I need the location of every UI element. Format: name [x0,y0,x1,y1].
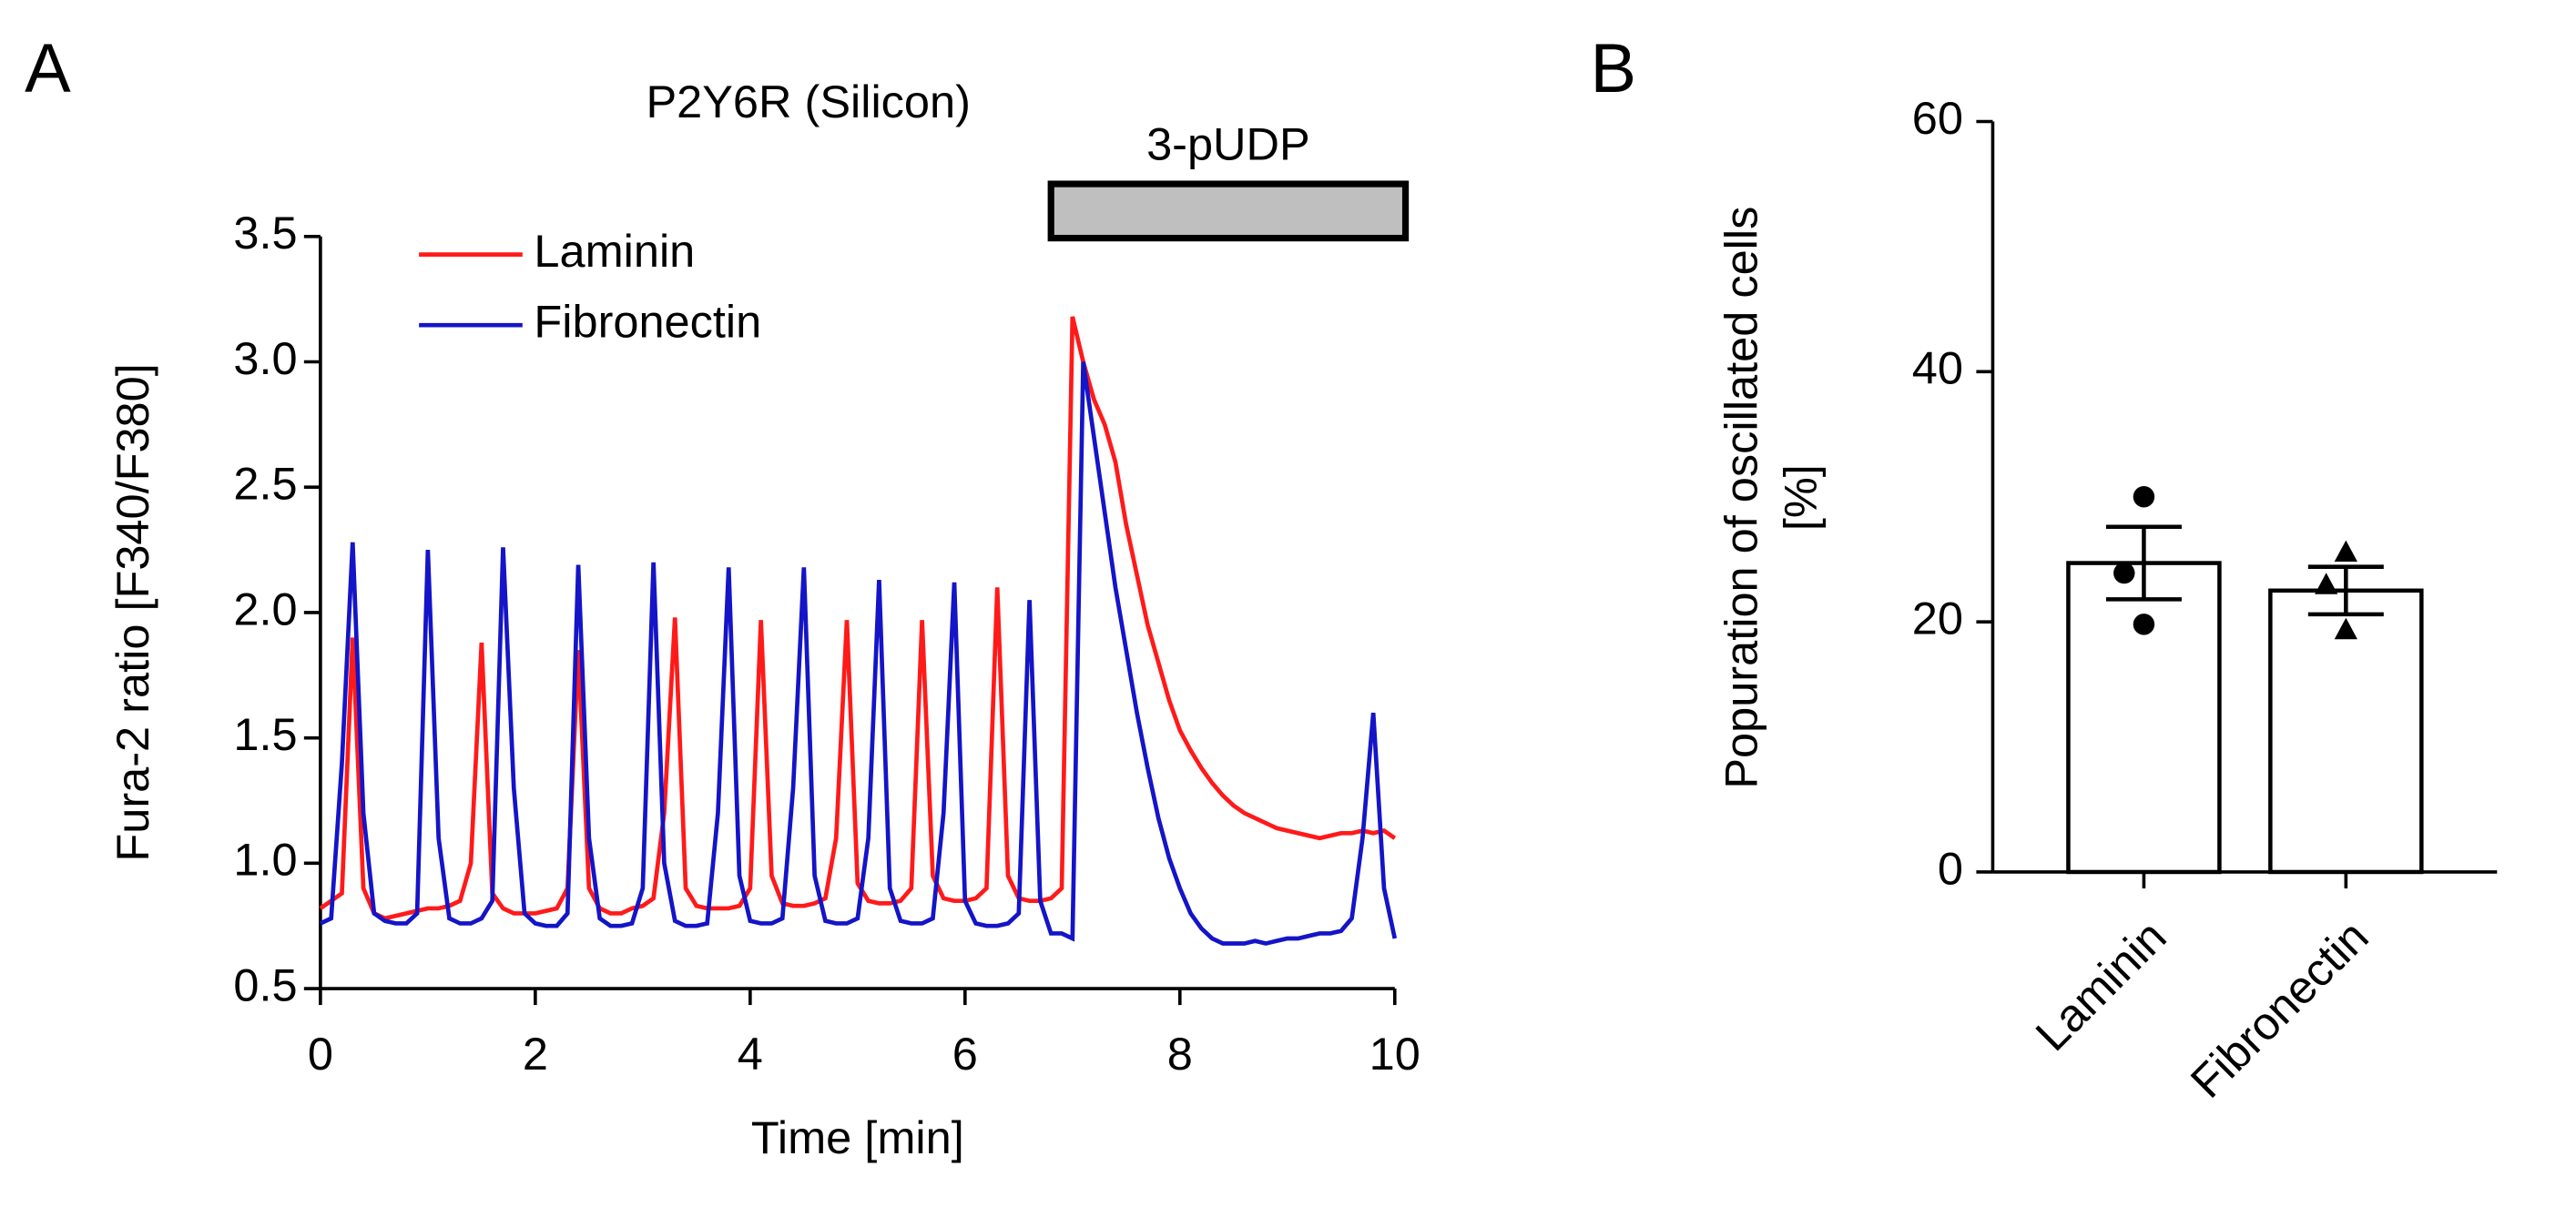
data-point [2113,562,2135,584]
data-point [2334,617,2357,640]
x-tick-label: 6 [952,1028,978,1080]
y-tick-label: 0.5 [233,958,297,1010]
legend-label: Laminin [534,225,695,277]
stimulus-bar [1047,180,1410,242]
line-series [319,361,1398,946]
data-point [2334,540,2357,563]
y-axis-label: Fura-2 ratio [F340/F380] [107,363,158,861]
y-axis-label: Popuration of oscillated cells [1715,207,1767,789]
y-tick-label: 40 [1912,342,1963,394]
x-tick-label: Laminin [2025,910,2175,1060]
x-axis-label: Time [min] [751,1111,964,1163]
x-tick-label: 8 [1167,1028,1193,1080]
stimulus-label: 3-pUDP [1146,118,1310,170]
y-tick-label: 1.5 [233,708,297,760]
line-series [319,316,1397,921]
x-tick-label: 2 [523,1028,548,1080]
x-tick-label: Fibronectin [2181,910,2378,1108]
y-tick-label: 0 [1938,842,1963,894]
panel-label: B [1590,30,1636,107]
y-tick-label: 3.0 [233,332,297,384]
data-point [2133,486,2155,508]
y-tick-label: 3.5 [233,207,297,259]
legend-label: Fibronectin [534,296,761,348]
y-tick-label: 2.0 [233,583,297,634]
chart-title: P2Y6R (Silicon) [646,76,970,127]
bar [2066,561,2222,875]
data-point [2133,614,2155,635]
y-axis-label: [%] [1774,464,1826,531]
x-tick-label: 0 [308,1028,333,1080]
panel-label: A [25,30,71,107]
y-tick-label: 1.0 [233,834,297,886]
data-point [2315,573,2338,594]
x-tick-label: 4 [738,1028,763,1080]
y-tick-label: 20 [1912,592,1963,644]
x-tick-label: 10 [1369,1028,1420,1080]
y-tick-label: 60 [1912,92,1963,144]
y-tick-label: 2.5 [233,458,297,510]
